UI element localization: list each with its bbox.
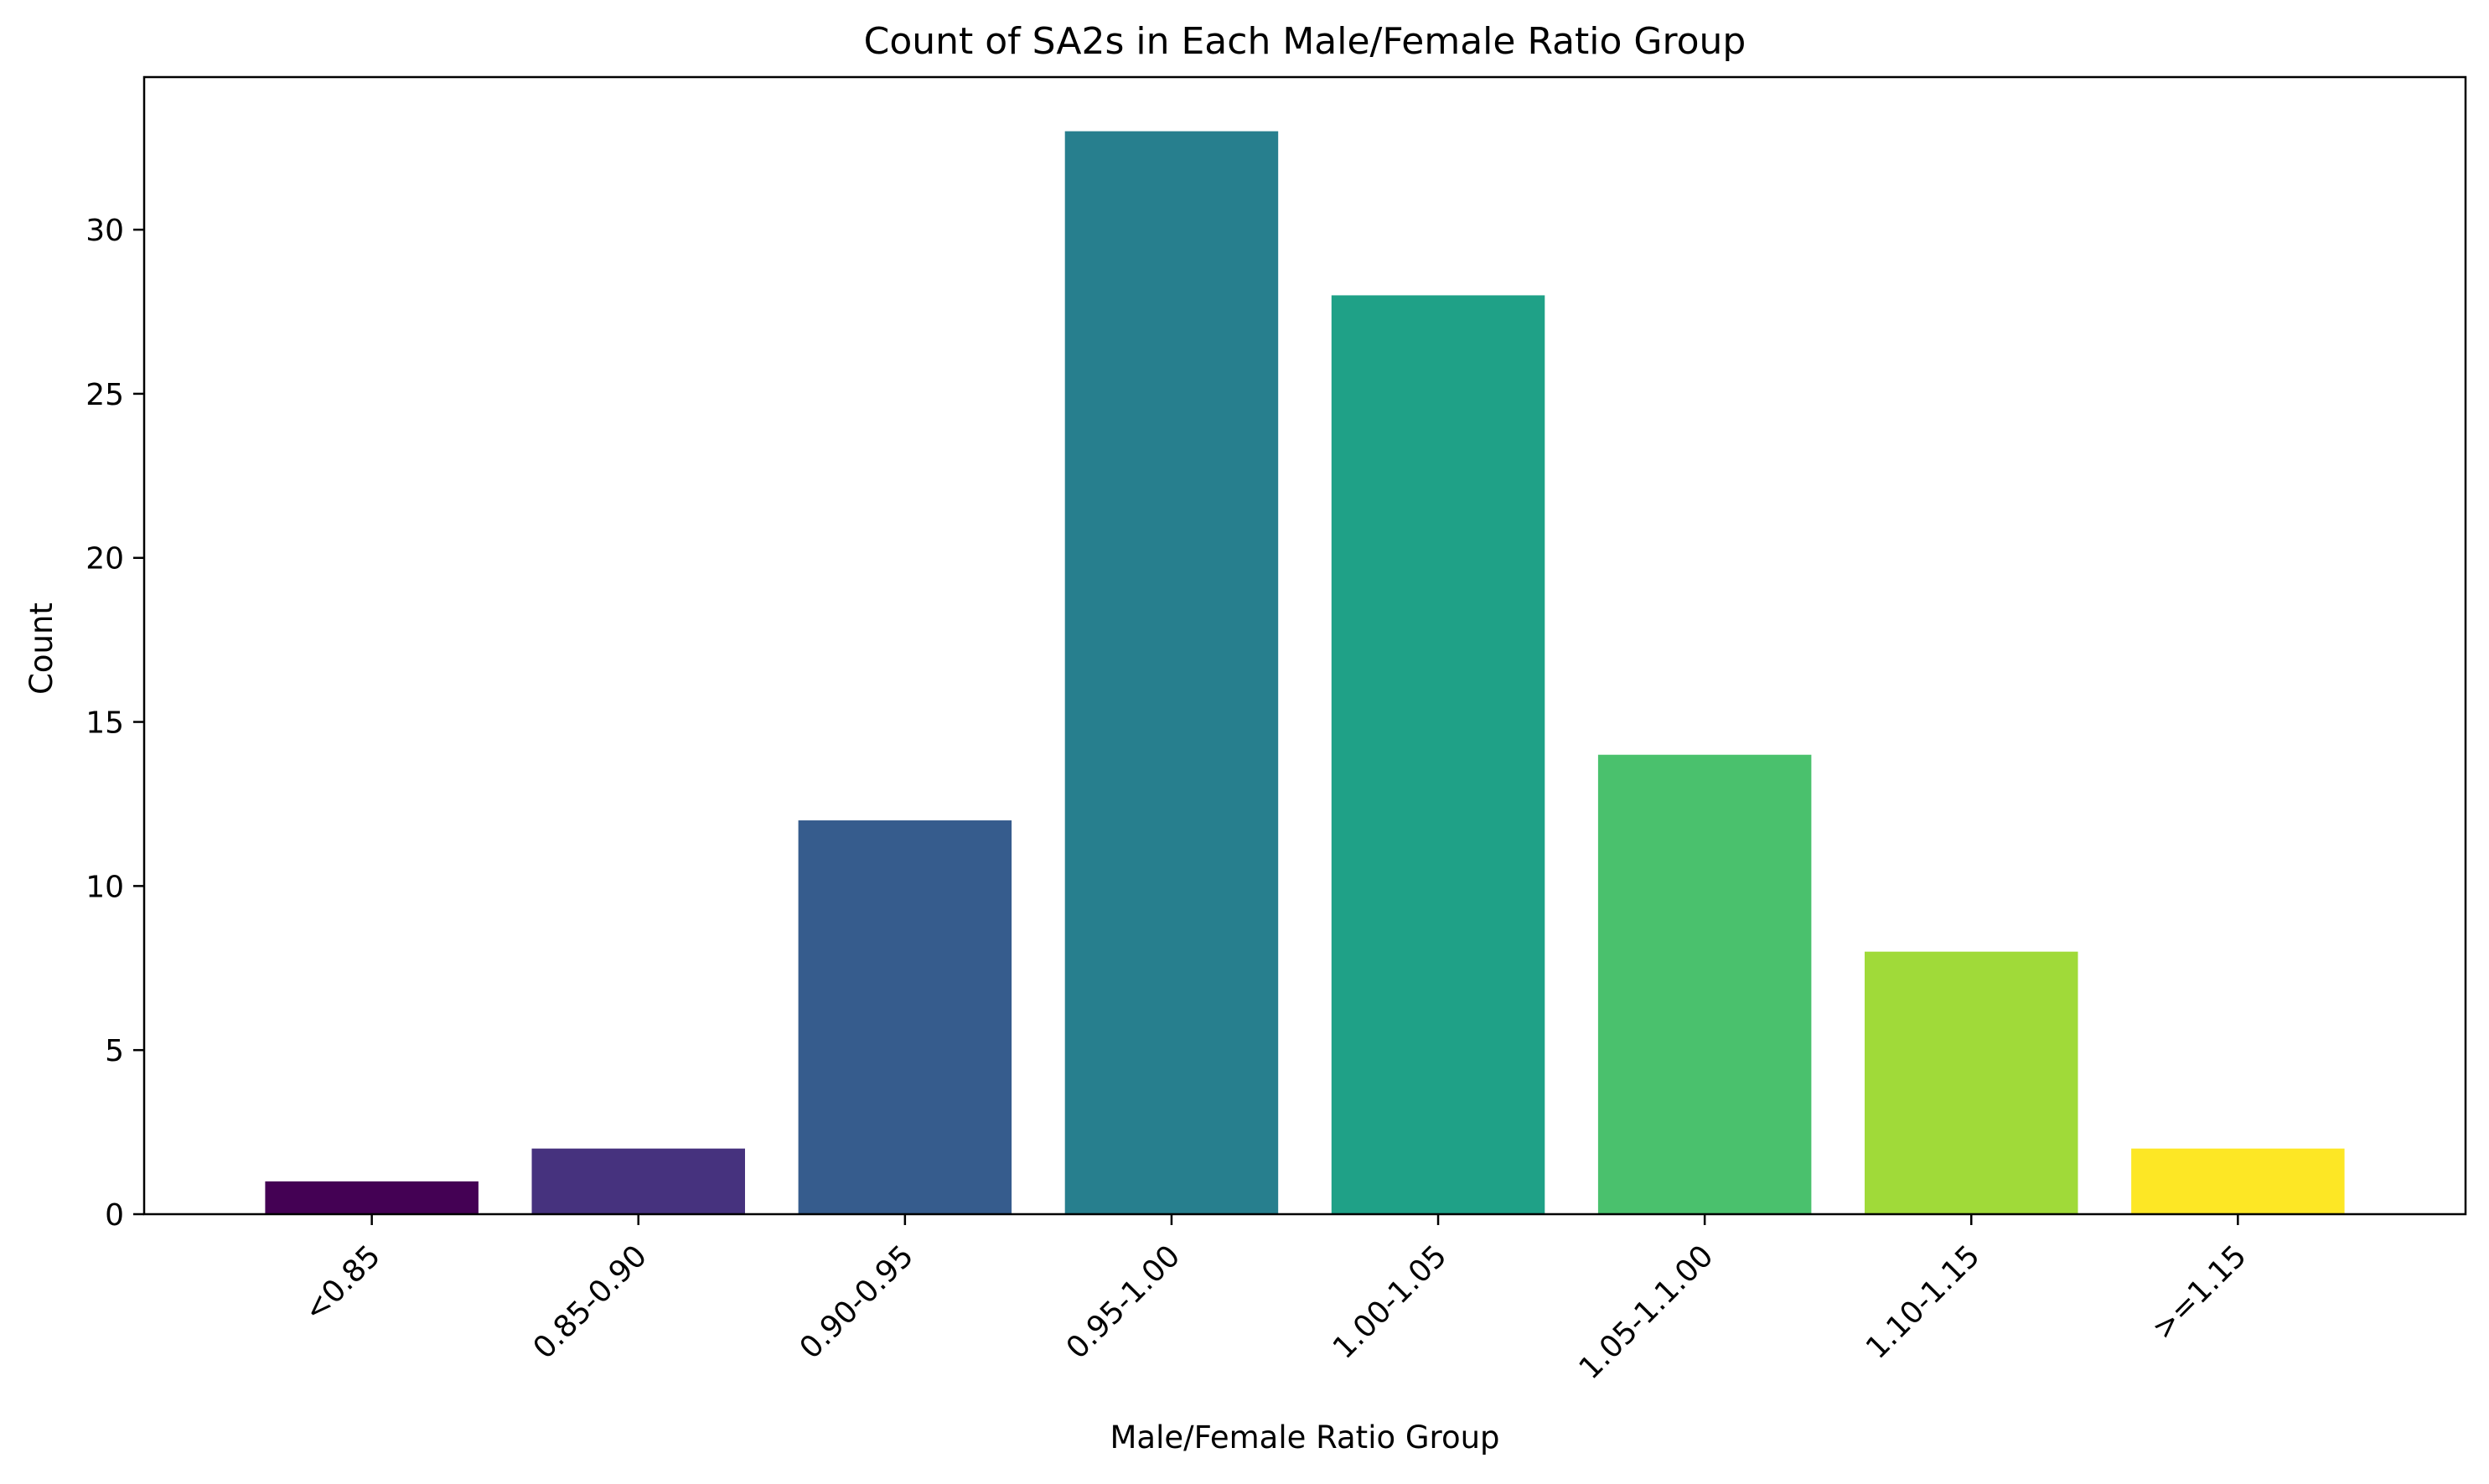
x-tick-label: 1.00-1.05 [1327, 1238, 1454, 1366]
y-tick-label: 25 [85, 378, 124, 412]
x-tick-label: 0.95-1.00 [1060, 1238, 1188, 1366]
y-tick-label: 5 [105, 1034, 124, 1068]
chart-title: Count of SA2s in Each Male/Female Ratio … [864, 20, 1746, 63]
bar-2 [531, 1148, 745, 1214]
y-tick-label: 10 [85, 870, 124, 904]
bar-4 [1064, 131, 1279, 1215]
plot-area-frame [142, 75, 2467, 1216]
y-tick-label: 0 [105, 1198, 124, 1233]
y-tick-label: 20 [85, 542, 124, 577]
y-axis-ticks: 0 5 10 15 20 25 30 [85, 214, 144, 1233]
y-tick-label: 15 [85, 706, 124, 741]
x-tick-label: 0.85-0.90 [527, 1238, 655, 1366]
bar-1 [265, 1181, 479, 1214]
x-axis-ticks: <0.85 0.85-0.90 0.90-0.95 0.95-1.00 1.00-1.0… [298, 1214, 2254, 1386]
x-tick-label: <0.85 [298, 1238, 387, 1328]
x-tick-label: 1.05-1.1.00 [1573, 1238, 1721, 1386]
x-tick-label: >=1.15 [2145, 1238, 2253, 1346]
bar-5 [1331, 295, 1545, 1215]
x-tick-label: 1.10-1.15 [1860, 1238, 1987, 1366]
bar-3 [798, 820, 1012, 1214]
bars-group [265, 131, 2345, 1215]
bar-6 [1597, 754, 1812, 1214]
bar-8 [2131, 1148, 2345, 1214]
y-tick-label: 30 [85, 214, 124, 248]
x-tick-label: 0.90-0.95 [794, 1238, 921, 1366]
bar-7 [1865, 951, 2078, 1214]
y-axis-label: Count [23, 602, 60, 695]
x-axis-label: Male/Female Ratio Group [1110, 1419, 1499, 1456]
